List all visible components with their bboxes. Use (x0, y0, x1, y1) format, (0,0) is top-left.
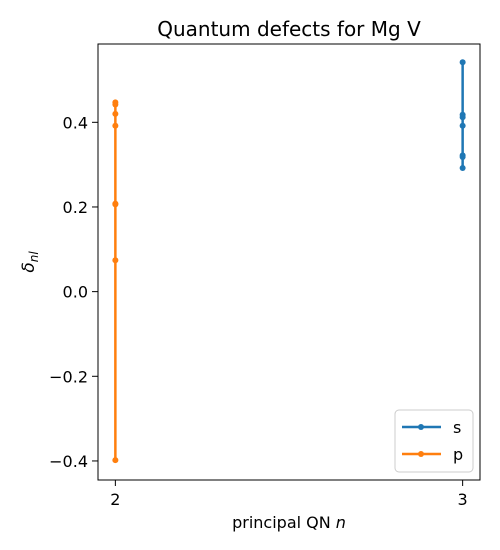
series-point-s (459, 114, 466, 121)
series-point-s (459, 154, 466, 161)
y-tick-label: 0.2 (63, 198, 88, 217)
series-point-p (112, 110, 119, 117)
legend-marker-p (418, 451, 424, 457)
axes-frame (97, 43, 481, 481)
series-point-p (112, 201, 119, 208)
series-point-s (459, 59, 466, 66)
y-tick-label: −0.4 (49, 452, 88, 471)
y-axis-label: δnl (19, 251, 41, 273)
legend-box (394, 409, 474, 473)
series-point-p (112, 101, 119, 108)
series-point-s (459, 122, 466, 129)
y-tick-label: 0.0 (63, 283, 88, 302)
series-point-p (112, 457, 119, 464)
x-axis-label-text: principal QN (232, 513, 331, 532)
x-axis-label: principal QN n (232, 513, 346, 532)
x-tick-label: 2 (110, 490, 120, 509)
ticks-layer: 2 3 −0.4 −0.2 0.0 0.2 0.4 (49, 113, 468, 509)
series-point-p (112, 122, 119, 129)
series-point-p (112, 257, 119, 264)
y-axis-label-subscript: nl (27, 251, 41, 263)
series-layer (112, 59, 466, 464)
legend-label-p: p (453, 445, 463, 464)
y-tick-label: 0.4 (63, 113, 88, 132)
legend-label-s: s (453, 418, 461, 437)
x-axis-label-variable: n (336, 513, 346, 532)
series-point-s (459, 165, 466, 172)
chart-title: Quantum defects for Mg V (157, 17, 421, 41)
legend: sp (394, 409, 474, 473)
legend-marker-s (418, 424, 424, 430)
y-tick-label: −0.2 (49, 367, 88, 386)
y-axis-label-symbol: δ (19, 262, 39, 272)
x-tick-label: 3 (458, 490, 468, 509)
